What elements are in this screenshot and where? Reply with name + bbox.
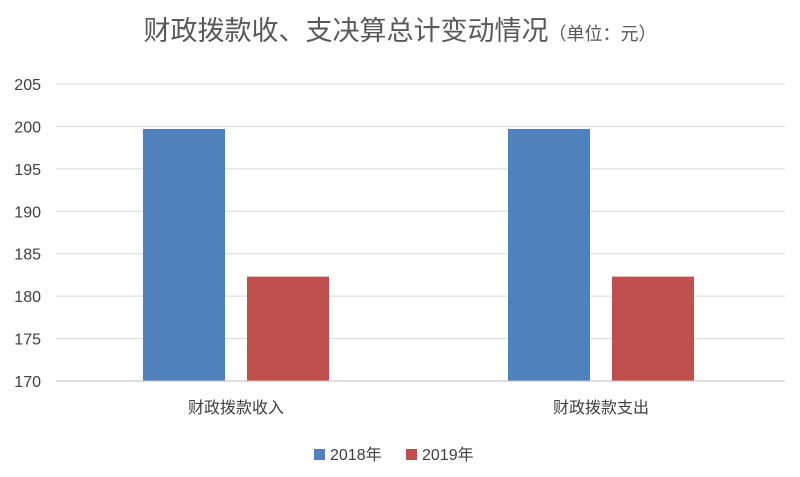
y-tick-label: 205 — [14, 77, 41, 94]
y-tick-label: 195 — [14, 162, 41, 179]
legend-swatch-1 — [314, 449, 325, 460]
category-label: 财政拨款支出 — [553, 398, 649, 417]
bar-1-2 — [508, 128, 590, 381]
bar-2-1 — [247, 276, 329, 381]
y-axis-tick-labels: 170 175 180 185 190 195 200 205 — [14, 77, 41, 391]
legend-swatch-2 — [406, 449, 417, 460]
chart-title-unit: （单位：元） — [549, 24, 657, 45]
legend: 2018年 2019年 — [314, 446, 474, 464]
legend-label-1: 2018年 — [330, 446, 382, 464]
y-tick-label: 175 — [14, 332, 41, 349]
chart-title: 财政拨款收、支决算总计变动情况（单位：元） — [144, 16, 657, 47]
bar-1-1 — [143, 128, 225, 381]
legend-label-2: 2019年 — [422, 446, 474, 464]
y-tick-label: 170 — [14, 374, 41, 391]
y-tick-label: 180 — [14, 289, 41, 306]
y-tick-label: 185 — [14, 247, 41, 264]
category-label: 财政拨款收入 — [188, 398, 284, 417]
bars — [143, 128, 694, 381]
bar-2-2 — [612, 276, 694, 381]
chart-title-main: 财政拨款收、支决算总计变动情况 — [144, 16, 549, 47]
category-labels: 财政拨款收入 财政拨款支出 — [188, 398, 649, 417]
y-tick-label: 190 — [14, 204, 41, 221]
y-tick-label: 200 — [14, 119, 41, 136]
